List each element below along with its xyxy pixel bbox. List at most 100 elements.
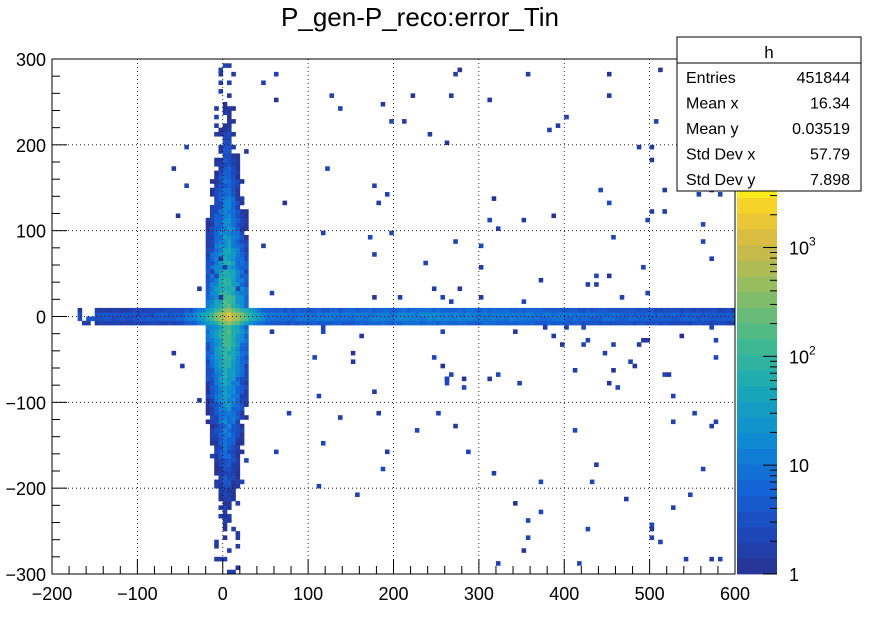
heatmap-bin xyxy=(184,307,189,313)
palette-segment xyxy=(737,401,777,418)
heatmap-bin xyxy=(619,312,625,317)
heatmap-bin xyxy=(717,307,723,313)
heatmap-bin xyxy=(235,398,241,403)
heatmap-bin xyxy=(466,320,471,326)
heatmap-bin xyxy=(649,144,655,150)
heatmap-bin xyxy=(611,316,616,322)
heatmap-bin xyxy=(231,475,236,480)
heatmap-bin xyxy=(269,329,275,334)
heatmap-bin xyxy=(389,312,394,317)
heatmap-bin xyxy=(239,342,245,347)
heatmap-bin xyxy=(568,316,574,322)
heatmap-bin xyxy=(696,192,702,197)
heatmap-bin xyxy=(372,389,377,395)
heatmap-bin xyxy=(645,320,650,326)
heatmap-bin xyxy=(235,337,241,343)
heatmap-bin xyxy=(231,200,236,206)
heatmap-bin xyxy=(636,320,642,326)
heatmap-bin xyxy=(184,183,189,189)
heatmap-bin xyxy=(209,252,215,257)
heatmap-bin xyxy=(227,432,232,437)
heatmap-bin xyxy=(658,307,663,313)
heatmap-bin xyxy=(239,363,245,369)
heatmap-bin xyxy=(709,320,714,326)
heatmap-bin xyxy=(222,282,228,287)
heatmap-bin xyxy=(393,316,399,322)
heatmap-bin xyxy=(670,393,676,399)
heatmap-bin xyxy=(231,273,236,279)
heatmap-bin xyxy=(632,316,638,322)
heatmap-bin xyxy=(231,569,236,575)
x-tick-label: 100 xyxy=(293,584,323,604)
heatmap-bin xyxy=(683,312,689,317)
heatmap-bin xyxy=(244,368,249,373)
heatmap-bin xyxy=(670,320,676,326)
heatmap-bin xyxy=(244,393,249,399)
heatmap-bin xyxy=(227,260,232,266)
heatmap-bin xyxy=(444,307,450,313)
heatmap-bin xyxy=(308,316,313,322)
heatmap-bin xyxy=(197,316,202,322)
heatmap-bin xyxy=(94,316,100,322)
heatmap-bin xyxy=(495,312,501,317)
heatmap-bin xyxy=(649,312,655,317)
heatmap-bin xyxy=(218,80,224,86)
heatmap-bin xyxy=(180,316,185,322)
heatmap-bin xyxy=(244,149,249,154)
heatmap-bin xyxy=(244,337,249,343)
heatmap-bin xyxy=(291,320,296,326)
heatmap-bin xyxy=(598,187,603,193)
heatmap-bin xyxy=(227,329,232,334)
palette-segment xyxy=(737,448,777,465)
heatmap-bin xyxy=(709,307,714,313)
heatmap-bin xyxy=(175,316,181,322)
heatmap-bin xyxy=(218,183,224,189)
x-tick-label: −200 xyxy=(32,584,73,604)
heatmap-bin xyxy=(436,307,441,313)
heatmap-bin xyxy=(239,247,245,253)
heatmap-bin xyxy=(214,543,219,549)
heatmap-bin xyxy=(231,226,236,231)
heatmap-bin xyxy=(559,316,565,322)
heatmap-bin xyxy=(158,312,164,317)
heatmap-bin xyxy=(231,217,236,223)
heatmap-bin xyxy=(214,539,219,545)
heatmap-bin xyxy=(239,230,245,236)
heatmap-bin xyxy=(192,312,198,317)
heatmap-bin xyxy=(239,320,245,326)
heatmap-bin xyxy=(487,376,492,382)
heatmap-bin xyxy=(222,312,228,317)
heatmap-bin xyxy=(205,217,211,223)
heatmap-bin xyxy=(581,320,586,326)
palette-segment xyxy=(737,197,777,214)
heatmap-bin xyxy=(235,325,241,330)
heatmap-bin xyxy=(218,419,224,425)
y-tick-label: −300 xyxy=(5,565,46,585)
heatmap-bin xyxy=(239,307,245,313)
heatmap-bin xyxy=(227,445,232,450)
heatmap-bin xyxy=(218,131,224,137)
heatmap-bin xyxy=(431,316,437,322)
heatmap-bin xyxy=(222,471,228,476)
heatmap-bin xyxy=(231,299,236,304)
heatmap-bin xyxy=(214,192,219,197)
heatmap-bin xyxy=(218,488,224,493)
heatmap-bin xyxy=(538,320,544,326)
heatmap-bin xyxy=(227,153,232,159)
heatmap-bin xyxy=(231,290,236,296)
heatmap-bin xyxy=(577,307,582,313)
heatmap-bin xyxy=(222,170,228,176)
heatmap-bin xyxy=(402,316,407,322)
heatmap-bin xyxy=(389,307,394,313)
heatmap-bin xyxy=(487,312,492,317)
heatmap-bin xyxy=(235,166,241,171)
heatmap-bin xyxy=(282,200,288,206)
heatmap-bin xyxy=(594,462,599,468)
heatmap-bin xyxy=(239,415,245,420)
heatmap-bin xyxy=(244,269,249,274)
heatmap-bin xyxy=(645,337,650,343)
heatmap-bin xyxy=(700,307,706,313)
heatmap-bin xyxy=(696,316,702,322)
heatmap-bin xyxy=(214,303,219,309)
heatmap-bin xyxy=(235,543,241,549)
